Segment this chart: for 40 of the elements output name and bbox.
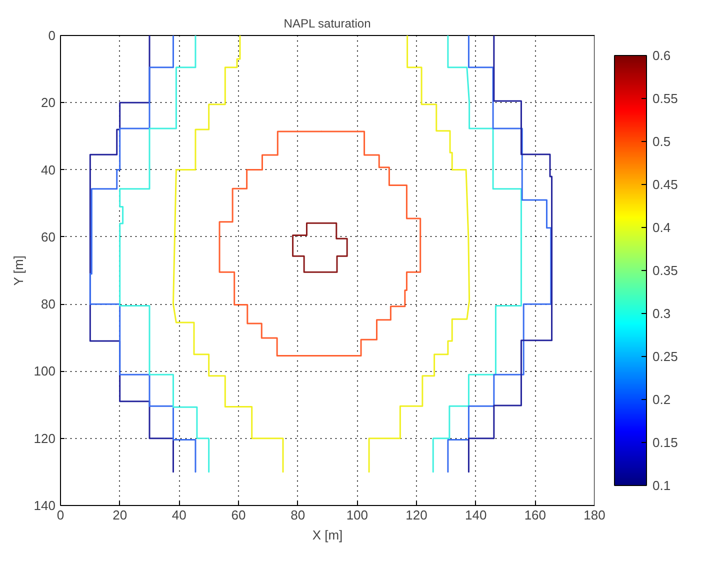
x-tick-label: 120 bbox=[406, 508, 428, 522]
color-bar-label: 0.5 bbox=[652, 134, 671, 149]
x-tick-label: 20 bbox=[112, 508, 128, 522]
color-bar-label: 0.25 bbox=[652, 349, 678, 364]
line-series bbox=[368, 36, 470, 473]
color-bar-label: 0.45 bbox=[652, 177, 678, 192]
y-tick-label: 140 bbox=[34, 498, 56, 513]
y-tick-label: 0 bbox=[48, 28, 56, 43]
line-series bbox=[447, 36, 552, 473]
x-tick-label: 40 bbox=[172, 508, 186, 522]
x-tick-label: 100 bbox=[346, 508, 368, 522]
y-tick-label: 20 bbox=[41, 95, 56, 110]
line-series bbox=[172, 36, 284, 473]
y-tick-label: 80 bbox=[41, 296, 56, 312]
x-tick-label: 180 bbox=[584, 508, 606, 522]
color-bar-label: 0.1 bbox=[652, 478, 671, 493]
color-bar-label: 0.6 bbox=[652, 48, 671, 63]
line-series bbox=[119, 36, 210, 473]
y-tick-label: 100 bbox=[34, 364, 56, 379]
y-tick-label: 60 bbox=[41, 229, 56, 244]
line-series bbox=[89, 36, 196, 473]
x-tick-label: 140 bbox=[464, 508, 487, 522]
color-bar-label: 0.2 bbox=[652, 392, 671, 407]
x-tick-label: 60 bbox=[231, 508, 246, 522]
line-series bbox=[218, 130, 422, 357]
color-bar-label: 0.35 bbox=[652, 263, 678, 278]
color-bar-label: 0.3 bbox=[652, 306, 671, 321]
y-axis-title: Y [m] bbox=[10, 256, 26, 286]
color-bar-label: 0.4 bbox=[652, 220, 671, 235]
line-series bbox=[292, 222, 348, 273]
line-series bbox=[432, 36, 522, 473]
color-bar-label: 0.15 bbox=[652, 435, 678, 450]
x-tick-label: 80 bbox=[290, 508, 306, 522]
x-tick-label: 160 bbox=[524, 508, 546, 522]
chart-title: NAPL saturation bbox=[284, 16, 371, 30]
x-axis-title: X [m] bbox=[312, 528, 343, 542]
color-bar-label: 0.55 bbox=[652, 91, 678, 106]
y-tick-label: 120 bbox=[34, 430, 56, 446]
line-series bbox=[468, 36, 553, 473]
y-tick-label: 40 bbox=[41, 162, 56, 178]
